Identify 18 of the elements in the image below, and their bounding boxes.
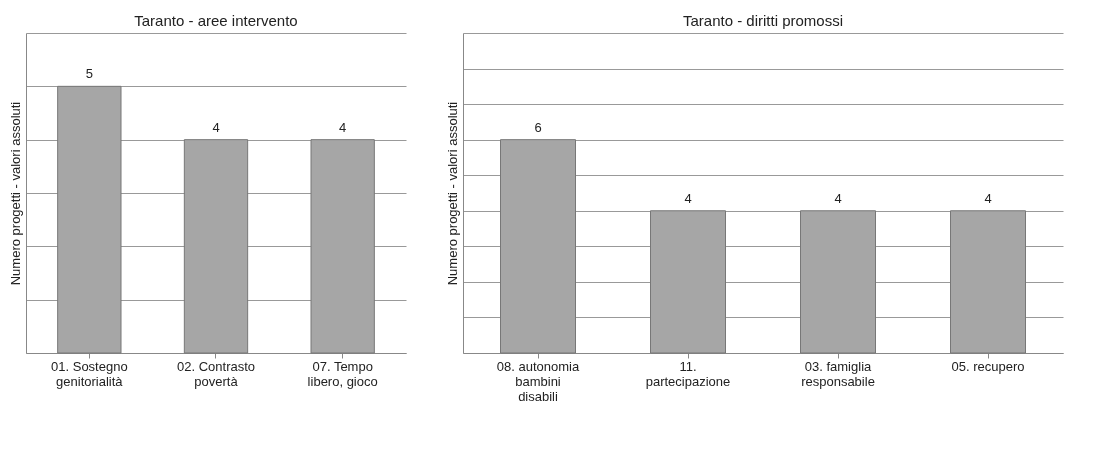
x-tick-label: 03. famiglia responsabile (801, 358, 875, 389)
x-tick-label: 01. Sostegno genitorialità (51, 358, 128, 389)
chart-title: Taranto - aree intervento (134, 12, 298, 29)
x-tick-label: 05. recupero (951, 358, 1025, 374)
x-tick-label: 07. Tempo libero, gioco (307, 358, 378, 389)
data-label: 6 (534, 119, 542, 135)
x-tick-label: 08. autonomia bambini disabili (496, 358, 580, 404)
y-axis-title: Numero progetti - valori assoluti (7, 101, 23, 286)
data-label: 4 (339, 119, 347, 135)
data-label: 4 (684, 190, 692, 206)
x-tick-label: 02. Contrasto povertà (176, 358, 256, 389)
data-label: 5 (85, 66, 93, 82)
data-label: 4 (834, 190, 842, 206)
data-label: 4 (212, 119, 220, 135)
y-axis-title: Numero progetti - valori assoluti (444, 101, 460, 286)
x-tick-label: 11. partecipazione (645, 358, 731, 389)
chart-title: Taranto - diritti promossi (682, 12, 844, 29)
data-label: 4 (984, 190, 992, 206)
